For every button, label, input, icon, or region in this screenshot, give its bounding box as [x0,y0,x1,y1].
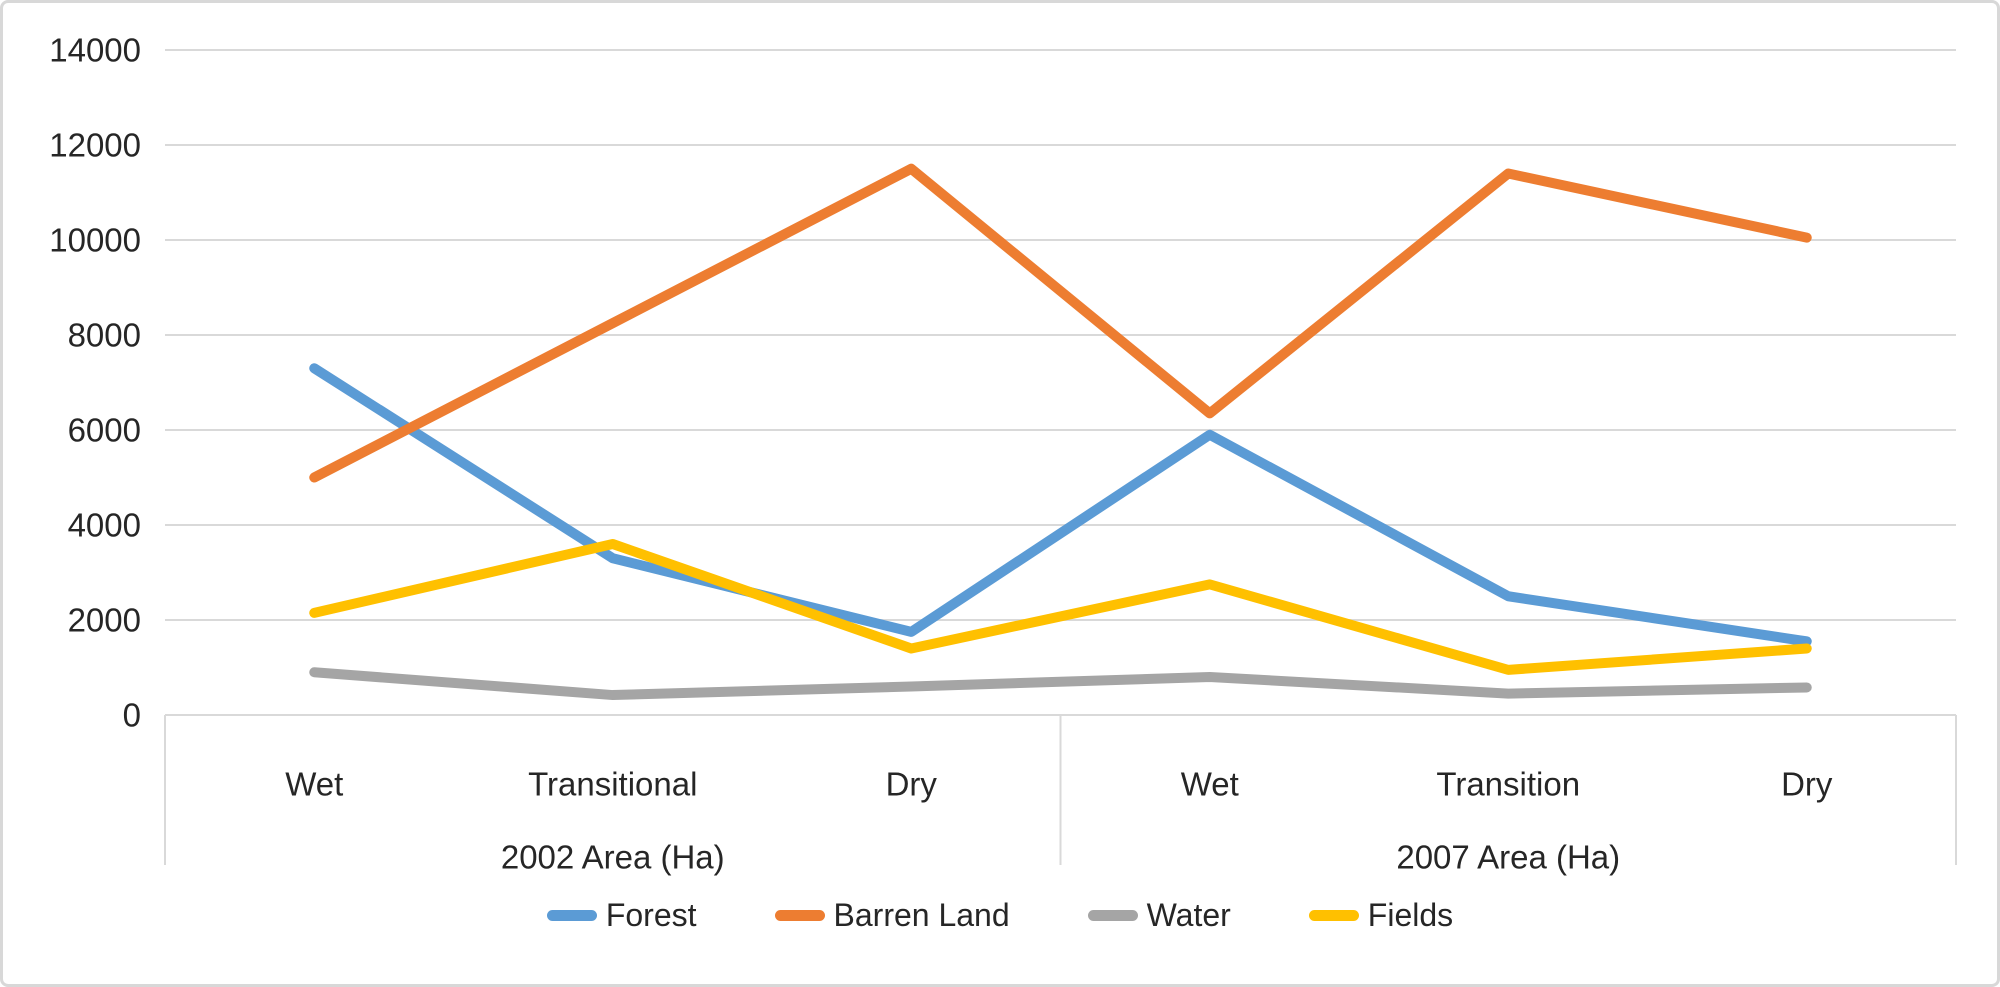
y-axis-tick-label: 10000 [49,222,141,259]
line-chart: 0 2000 4000 6000 8000 10000 12000 14000 Wet Trans… [49,32,1957,876]
series-line-barren-land [309,163,1812,483]
category-label: Transition [1436,766,1580,803]
legend-item-barren-land: Barren Land [774,897,1010,933]
legend-swatch-icon [546,909,597,921]
series-line-forest [309,363,1812,647]
legend-swatch-icon [1087,909,1138,921]
legend-item-water: Water [1087,897,1231,933]
legend-swatch-icon [1308,909,1359,921]
category-label: Dry [1781,766,1833,803]
y-axis-tick-label: 14000 [49,32,141,69]
legend-label: Barren Land [833,897,1010,933]
legend-label: Forest [605,897,697,933]
chart-legend: Forest Barren Land Water Fields [3,899,1997,931]
category-label: Dry [886,766,938,803]
y-axis-tick-label: 0 [123,697,141,734]
y-axis-tick-label: 12000 [49,127,141,164]
legend-label: Water [1146,897,1231,933]
legend-label: Fields [1367,897,1454,933]
legend-item-forest: Forest [546,897,697,933]
y-axis-tick-label: 4000 [68,507,141,544]
legend-item-fields: Fields [1308,897,1454,933]
series-line-water [309,667,1812,701]
group-label: 2007 Area (Ha) [1396,839,1620,876]
series-line-fields [309,539,1812,675]
group-label: 2002 Area (Ha) [501,839,725,876]
category-label: Wet [285,766,343,803]
category-label: Wet [1181,766,1239,803]
category-label: Transitional [528,766,697,803]
y-axis-tick-label: 2000 [68,602,141,639]
legend-swatch-icon [774,909,825,921]
y-axis-tick-label: 6000 [68,412,141,449]
y-axis-tick-label: 8000 [68,317,141,354]
